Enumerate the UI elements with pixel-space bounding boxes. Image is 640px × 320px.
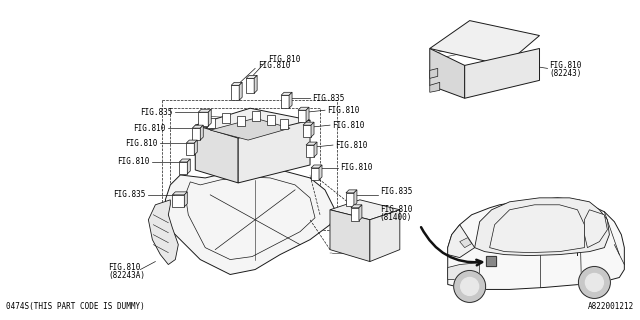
Polygon shape bbox=[239, 82, 242, 100]
Polygon shape bbox=[490, 205, 584, 252]
Polygon shape bbox=[314, 142, 317, 157]
Polygon shape bbox=[351, 205, 362, 208]
Polygon shape bbox=[306, 145, 314, 157]
Polygon shape bbox=[208, 109, 211, 126]
Text: FIG.835: FIG.835 bbox=[380, 188, 412, 196]
Polygon shape bbox=[351, 208, 359, 221]
Polygon shape bbox=[460, 238, 472, 248]
Polygon shape bbox=[200, 125, 204, 140]
Polygon shape bbox=[281, 92, 292, 95]
Polygon shape bbox=[186, 140, 197, 143]
Polygon shape bbox=[330, 200, 400, 220]
Polygon shape bbox=[246, 76, 257, 78]
Polygon shape bbox=[359, 205, 362, 221]
Polygon shape bbox=[303, 122, 314, 125]
Text: FIG.835: FIG.835 bbox=[140, 108, 172, 117]
Text: FIG.810: FIG.810 bbox=[332, 121, 364, 130]
Polygon shape bbox=[207, 118, 215, 128]
Polygon shape bbox=[254, 76, 257, 93]
Polygon shape bbox=[346, 190, 357, 193]
Polygon shape bbox=[584, 210, 607, 248]
Polygon shape bbox=[465, 49, 540, 98]
Text: FIG.810: FIG.810 bbox=[125, 139, 157, 148]
Polygon shape bbox=[252, 111, 260, 121]
Polygon shape bbox=[210, 118, 290, 140]
Polygon shape bbox=[354, 190, 357, 206]
Polygon shape bbox=[430, 82, 440, 92]
Text: FIG.810: FIG.810 bbox=[133, 124, 165, 132]
Circle shape bbox=[461, 277, 479, 295]
Text: FIG.810: FIG.810 bbox=[327, 106, 359, 115]
Polygon shape bbox=[475, 198, 609, 256]
Polygon shape bbox=[330, 210, 370, 261]
Polygon shape bbox=[179, 162, 188, 174]
Polygon shape bbox=[184, 192, 188, 207]
Polygon shape bbox=[346, 193, 354, 206]
Polygon shape bbox=[448, 225, 475, 258]
Polygon shape bbox=[179, 159, 190, 162]
Text: (82243): (82243) bbox=[550, 69, 582, 78]
Bar bbox=[486, 256, 495, 266]
Polygon shape bbox=[448, 198, 625, 289]
Text: FIG.810: FIG.810 bbox=[258, 61, 291, 70]
Text: (81400): (81400) bbox=[380, 213, 412, 222]
Polygon shape bbox=[195, 108, 310, 138]
Text: FIG.835: FIG.835 bbox=[113, 190, 145, 199]
Polygon shape bbox=[198, 112, 208, 126]
Polygon shape bbox=[172, 192, 188, 195]
Text: FIG.810: FIG.810 bbox=[335, 140, 367, 149]
Text: FIG.810: FIG.810 bbox=[380, 205, 412, 214]
Polygon shape bbox=[237, 116, 245, 126]
Polygon shape bbox=[267, 115, 275, 125]
Polygon shape bbox=[306, 107, 309, 122]
Text: FIG.810: FIG.810 bbox=[117, 157, 149, 166]
Polygon shape bbox=[195, 125, 238, 183]
Polygon shape bbox=[298, 110, 306, 122]
Text: FIG.810: FIG.810 bbox=[108, 263, 141, 272]
Polygon shape bbox=[311, 122, 314, 137]
Circle shape bbox=[579, 267, 611, 298]
Bar bbox=[163, 100, 337, 230]
Polygon shape bbox=[222, 113, 230, 123]
Polygon shape bbox=[319, 165, 322, 180]
Polygon shape bbox=[192, 125, 204, 128]
Polygon shape bbox=[448, 262, 479, 279]
Polygon shape bbox=[195, 140, 197, 155]
Polygon shape bbox=[298, 107, 309, 110]
Polygon shape bbox=[289, 92, 292, 108]
Text: A822001212: A822001212 bbox=[588, 302, 634, 311]
Polygon shape bbox=[246, 78, 254, 93]
Polygon shape bbox=[231, 82, 242, 85]
Bar bbox=[170, 108, 320, 220]
Text: FIG.810: FIG.810 bbox=[268, 55, 301, 64]
Polygon shape bbox=[281, 95, 289, 108]
Polygon shape bbox=[192, 128, 200, 140]
Polygon shape bbox=[303, 125, 311, 137]
Text: 0474S(THIS PART CODE IS DUMMY): 0474S(THIS PART CODE IS DUMMY) bbox=[6, 302, 145, 311]
Polygon shape bbox=[198, 109, 211, 112]
Polygon shape bbox=[280, 119, 288, 129]
Polygon shape bbox=[172, 195, 184, 207]
Circle shape bbox=[586, 274, 604, 292]
Circle shape bbox=[454, 270, 486, 302]
Polygon shape bbox=[186, 143, 195, 155]
Polygon shape bbox=[370, 210, 400, 261]
Polygon shape bbox=[148, 200, 179, 265]
Polygon shape bbox=[430, 20, 540, 65]
Polygon shape bbox=[231, 85, 239, 100]
Polygon shape bbox=[311, 168, 319, 180]
Polygon shape bbox=[188, 159, 190, 174]
Text: (82243A): (82243A) bbox=[108, 271, 145, 280]
Text: FIG.810: FIG.810 bbox=[550, 61, 582, 70]
Polygon shape bbox=[311, 165, 322, 168]
Polygon shape bbox=[430, 68, 438, 78]
Text: FIG.835: FIG.835 bbox=[312, 94, 344, 103]
Bar bbox=[486, 256, 495, 266]
Polygon shape bbox=[165, 168, 335, 275]
Polygon shape bbox=[430, 49, 465, 98]
Text: FIG.810: FIG.810 bbox=[340, 164, 372, 172]
Polygon shape bbox=[306, 142, 317, 145]
Polygon shape bbox=[238, 120, 310, 183]
